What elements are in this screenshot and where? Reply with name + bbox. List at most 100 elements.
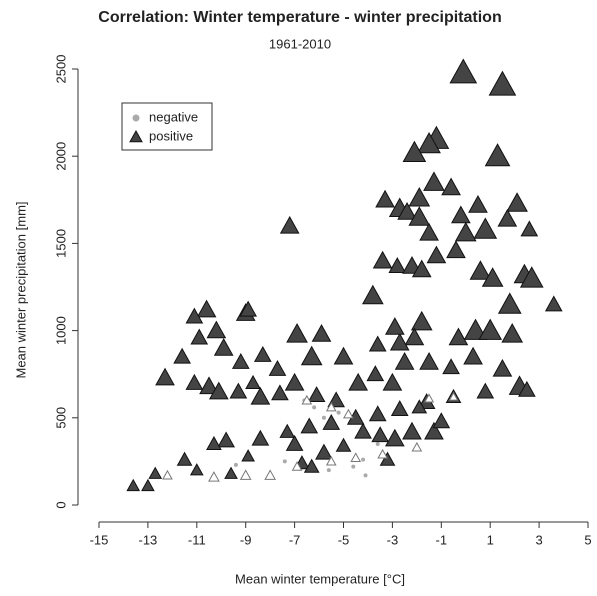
point — [241, 449, 255, 462]
point — [368, 335, 387, 352]
point — [402, 140, 427, 163]
point — [361, 457, 366, 462]
y-tick-label: 0 — [53, 501, 68, 508]
point — [397, 201, 417, 220]
point — [379, 451, 396, 466]
x-tick-label: 5 — [584, 532, 591, 547]
point — [312, 405, 317, 410]
point — [343, 408, 354, 419]
point — [217, 431, 235, 448]
point — [419, 351, 439, 370]
point — [336, 410, 341, 415]
point — [239, 469, 252, 480]
point — [368, 405, 387, 422]
point — [148, 466, 163, 479]
point — [285, 434, 304, 451]
point — [375, 189, 395, 208]
point — [162, 469, 173, 480]
point — [251, 429, 270, 446]
point — [449, 58, 478, 84]
point — [469, 260, 492, 280]
point — [408, 206, 431, 226]
legend-label: negative — [149, 109, 198, 124]
point — [366, 365, 385, 382]
point — [141, 478, 155, 492]
point — [363, 473, 368, 478]
x-tick-label: 3 — [535, 532, 542, 547]
point — [424, 421, 444, 440]
point — [307, 386, 326, 403]
chart-title: Correlation: Winter temperature - winter… — [98, 9, 501, 26]
point — [419, 222, 439, 241]
point — [253, 345, 272, 362]
point — [301, 394, 313, 405]
point — [196, 299, 217, 318]
point — [245, 374, 261, 390]
point — [519, 266, 544, 288]
point — [291, 461, 303, 471]
point — [279, 423, 296, 438]
point — [224, 466, 238, 479]
point — [384, 428, 405, 447]
point — [411, 441, 423, 452]
point — [448, 391, 459, 401]
point — [501, 323, 524, 343]
point — [326, 468, 331, 473]
point — [446, 240, 466, 259]
legend-label: positive — [149, 128, 193, 143]
x-tick-label: -5 — [338, 532, 350, 547]
point — [348, 372, 369, 391]
point — [325, 401, 337, 412]
point — [411, 259, 432, 278]
point — [311, 324, 332, 342]
point — [361, 284, 384, 305]
y-tick-label: 1000 — [53, 316, 68, 345]
point — [506, 192, 528, 212]
point — [239, 300, 257, 317]
point — [189, 463, 204, 476]
x-tick-label: -11 — [188, 532, 206, 547]
point — [303, 458, 320, 473]
point — [372, 250, 393, 269]
point — [199, 376, 219, 395]
point — [300, 417, 319, 434]
x-tick-label: 1 — [487, 532, 494, 547]
point — [325, 455, 337, 466]
point — [321, 415, 326, 420]
point — [484, 143, 511, 167]
point — [404, 327, 425, 346]
x-tick-label: -7 — [289, 532, 301, 547]
x-tick-label: -13 — [139, 532, 158, 547]
point — [424, 393, 435, 403]
point — [402, 421, 422, 440]
point — [300, 345, 323, 366]
y-tick-label: 2000 — [53, 142, 68, 171]
point — [213, 338, 234, 356]
point — [271, 384, 289, 401]
point — [432, 412, 451, 429]
point — [264, 469, 276, 480]
point — [351, 464, 356, 469]
point — [492, 358, 513, 377]
point — [423, 171, 445, 191]
point — [389, 332, 410, 351]
point — [206, 435, 222, 451]
point — [282, 459, 287, 464]
y-axis-label: Mean winter precipitation [mm] — [13, 201, 28, 378]
point — [408, 187, 431, 207]
x-tick-label: -1 — [436, 532, 448, 547]
point — [322, 414, 341, 430]
point — [350, 452, 362, 463]
point — [173, 347, 191, 364]
point — [206, 320, 227, 339]
point — [250, 386, 271, 405]
point — [231, 352, 250, 369]
point — [488, 70, 517, 96]
y-tick-label: 500 — [53, 407, 68, 429]
point — [473, 217, 498, 239]
point — [394, 351, 415, 370]
point — [451, 205, 471, 224]
point — [208, 381, 229, 400]
point — [327, 391, 346, 408]
